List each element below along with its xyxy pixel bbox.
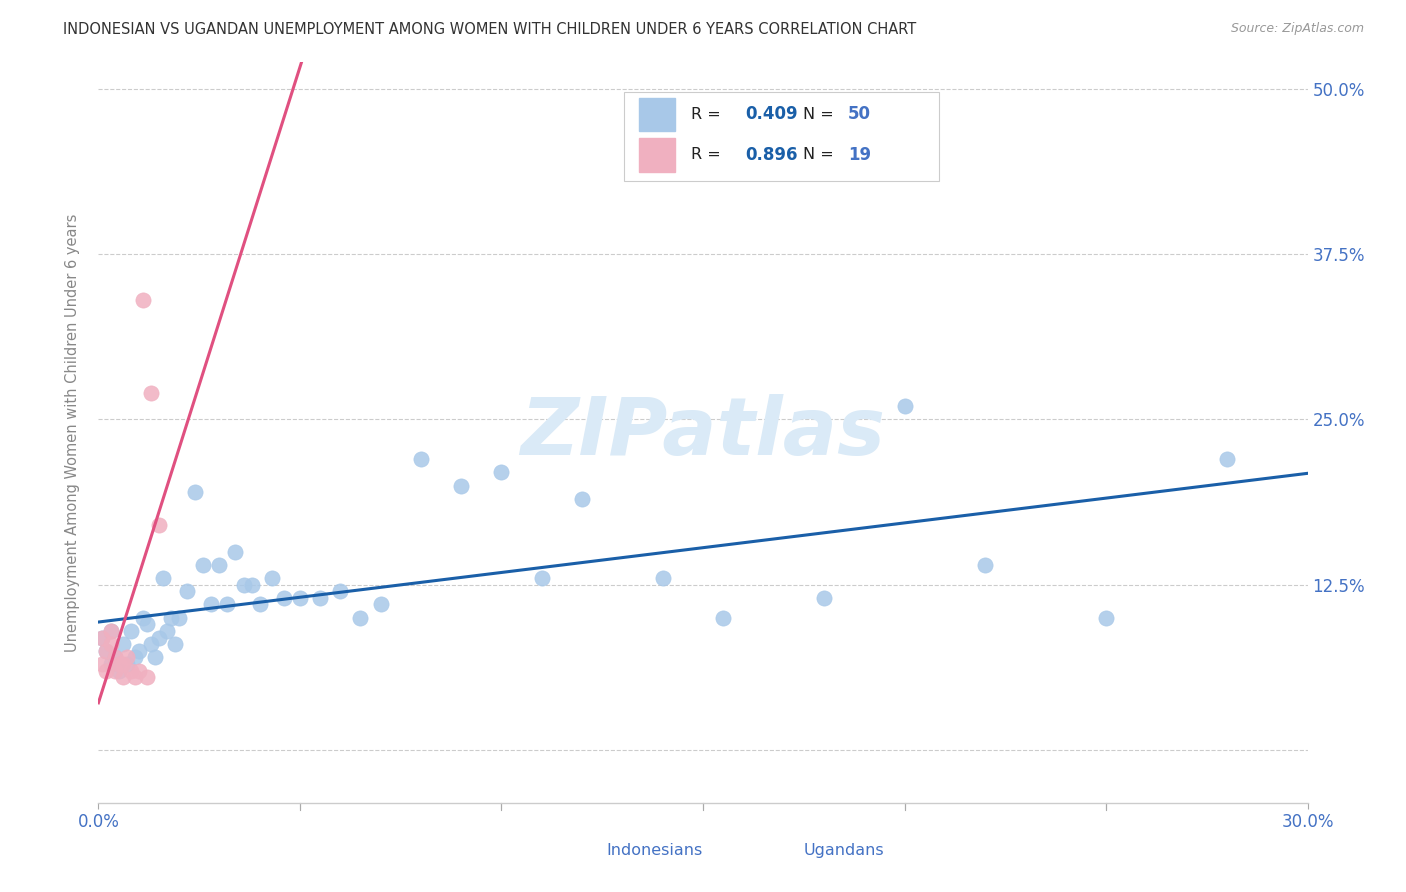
Point [103,664,125,678]
Point [193,558,215,572]
Point [107,664,129,678]
Text: N =: N = [803,107,839,122]
Point [156,624,179,638]
FancyBboxPatch shape [564,838,598,866]
Point [184,485,207,500]
Point [329,584,352,599]
Text: INDONESIAN VS UGANDAN UNEMPLOYMENT AMONG WOMEN WITH CHILDREN UNDER 6 YEARS CORRE: INDONESIAN VS UGANDAN UNEMPLOYMENT AMONG… [63,22,917,37]
Point [135,670,157,684]
Point [135,617,157,632]
Point [115,650,138,665]
Point [132,611,155,625]
Text: 19: 19 [848,146,872,164]
Point [288,591,311,605]
Text: Indonesians: Indonesians [606,844,703,858]
Point [217,598,239,612]
Text: 0.409: 0.409 [745,105,799,123]
Point [120,664,142,678]
Point [128,664,150,678]
Point [96,664,118,678]
Point [139,637,162,651]
Point [103,650,125,665]
Point [260,571,283,585]
Point [91,657,114,671]
Point [128,644,150,658]
Point [571,491,593,506]
Point [100,624,122,638]
Point [111,637,134,651]
Text: N =: N = [803,147,839,162]
Text: Source: ZipAtlas.com: Source: ZipAtlas.com [1230,22,1364,36]
Point [96,644,118,658]
Point [100,657,122,671]
FancyBboxPatch shape [638,138,675,171]
Point [160,611,183,625]
Point [120,624,142,638]
Point [148,631,170,645]
FancyBboxPatch shape [638,97,675,131]
Text: R =: R = [690,107,725,122]
Point [224,544,246,558]
Text: 50: 50 [848,105,872,123]
Text: ZIPatlas: ZIPatlas [520,393,886,472]
Point [370,598,392,612]
FancyBboxPatch shape [624,92,939,181]
Point [167,611,190,625]
Point [309,591,332,605]
Point [163,637,186,651]
Point [111,657,134,671]
Point [200,598,222,612]
Point [893,399,915,413]
Point [152,571,174,585]
Point [240,577,263,591]
Point [124,670,146,684]
Point [491,465,513,479]
Point [651,571,673,585]
Point [249,598,271,612]
Text: R =: R = [690,147,725,162]
Point [100,624,122,638]
Point [111,670,134,684]
Point [107,657,129,671]
Point [530,571,553,585]
Point [1216,452,1239,467]
Point [176,584,198,599]
Point [91,631,114,645]
Point [143,650,166,665]
Point [91,631,114,645]
Point [349,611,371,625]
Y-axis label: Unemployment Among Women with Children Under 6 years: Unemployment Among Women with Children U… [65,213,80,652]
Point [103,650,125,665]
Point [115,657,138,671]
Point [974,558,997,572]
Point [409,452,432,467]
Point [139,386,162,401]
Point [450,478,472,492]
Point [1095,611,1118,625]
Point [711,611,734,625]
Point [124,650,146,665]
Text: Ugandans: Ugandans [803,844,884,858]
Point [132,293,155,308]
FancyBboxPatch shape [761,838,794,866]
Point [232,577,254,591]
Point [100,637,122,651]
Point [273,591,295,605]
Point [208,558,231,572]
Point [813,591,835,605]
Point [96,644,118,658]
Text: 0.896: 0.896 [745,146,797,164]
Point [148,518,170,533]
